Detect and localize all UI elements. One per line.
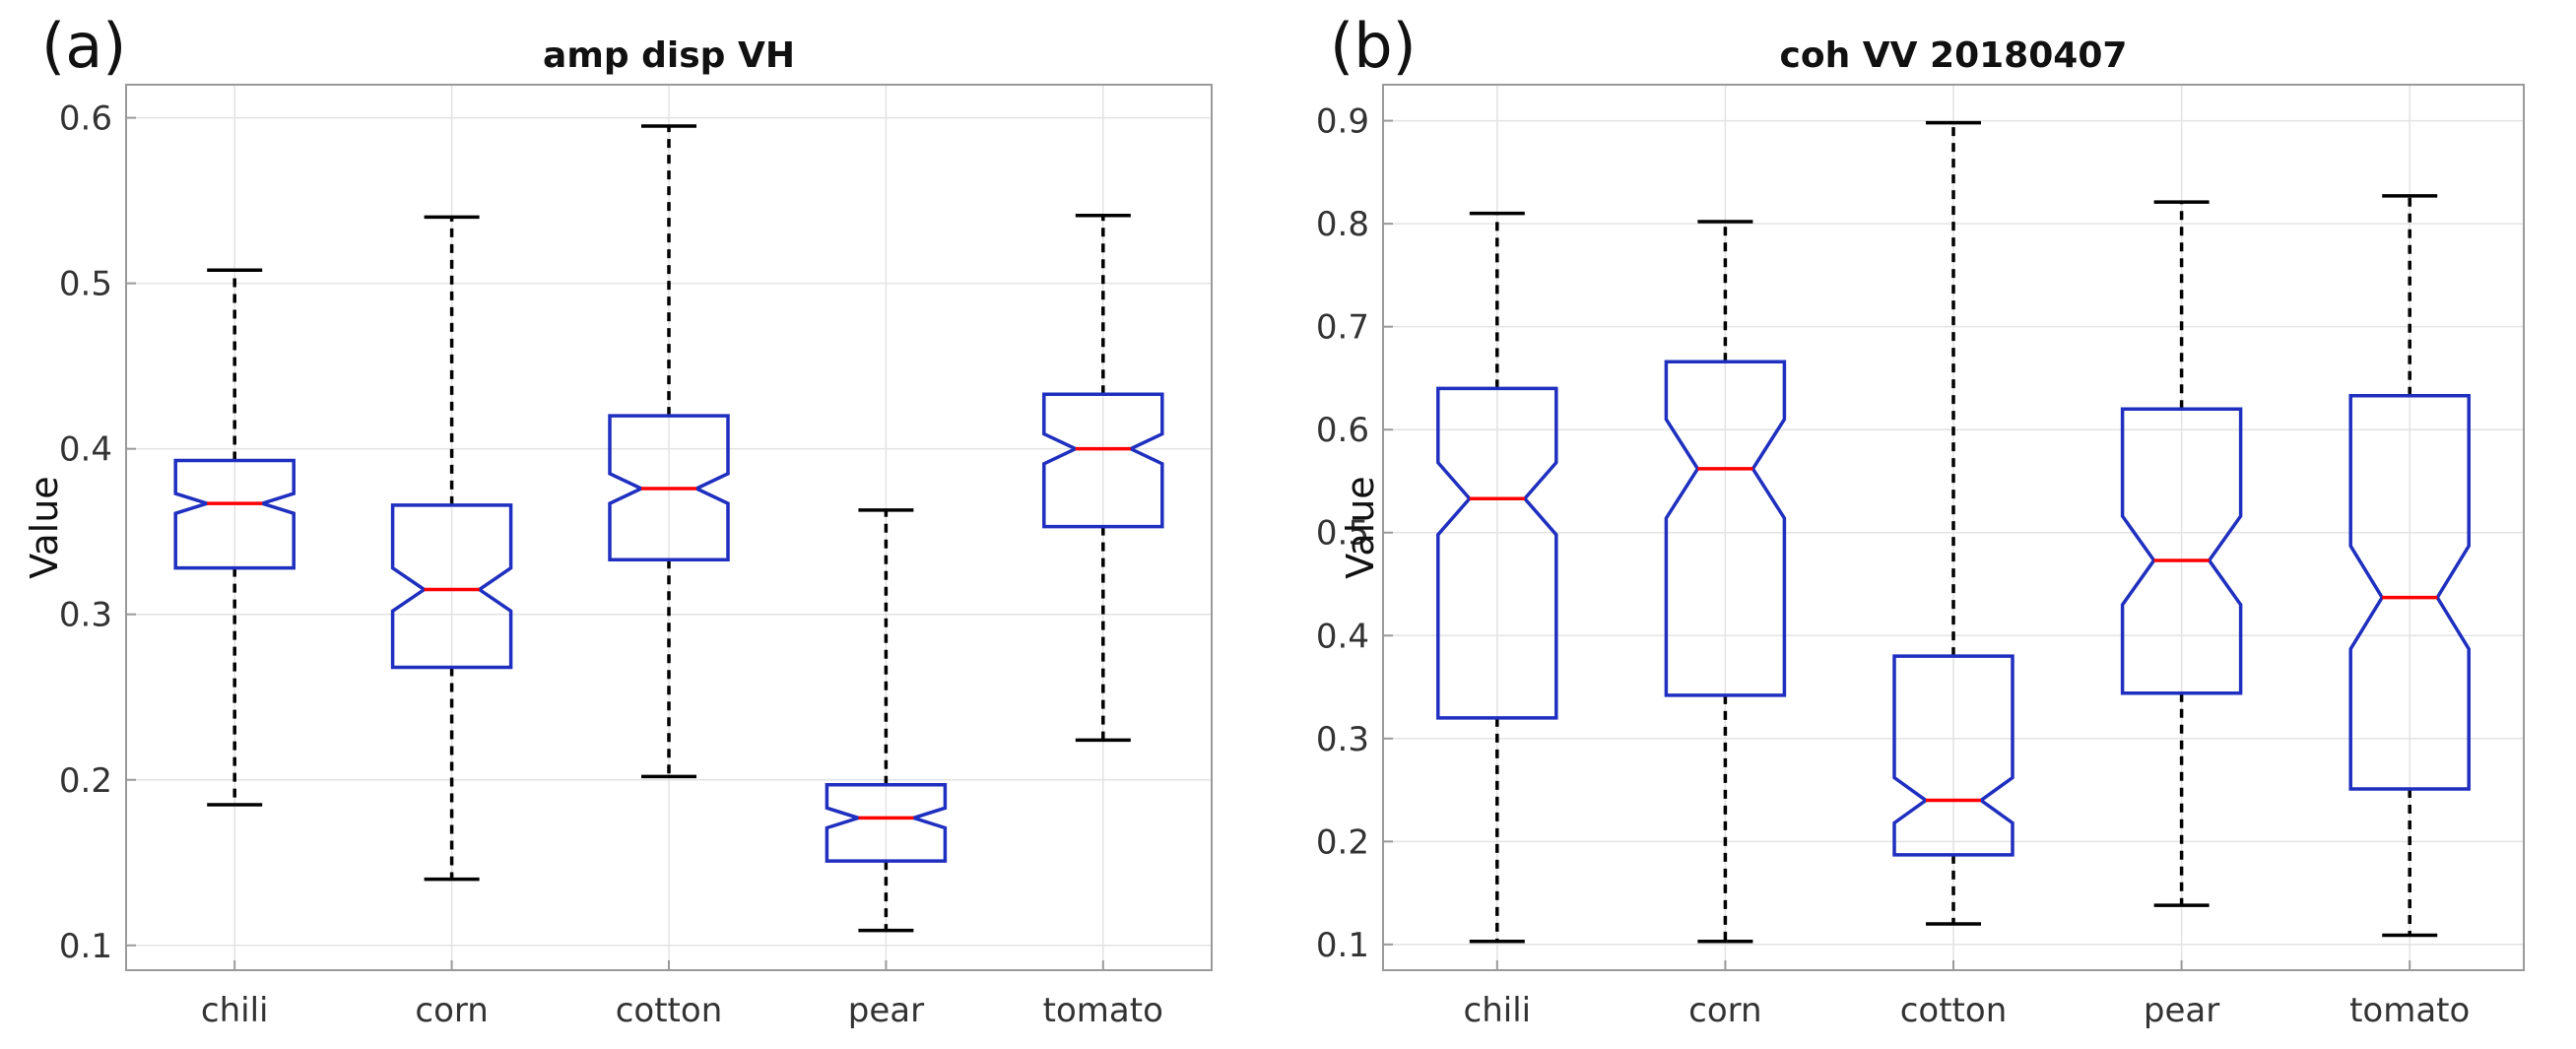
iqr-box bbox=[390, 503, 513, 670]
y-tick-label: 0.8 bbox=[1316, 205, 1369, 244]
x-tick-label: tomato bbox=[1043, 991, 1163, 1030]
y-axis-label: Value bbox=[23, 476, 66, 578]
iqr-box bbox=[173, 458, 296, 570]
x-tick-label: tomato bbox=[2349, 991, 2470, 1030]
y-tick-label: 0.2 bbox=[1316, 822, 1369, 862]
panel-label: (a) bbox=[41, 10, 126, 82]
box-corn bbox=[1664, 220, 1787, 944]
y-tick-label: 0.1 bbox=[1316, 926, 1369, 965]
x-tick-label: pear bbox=[2144, 991, 2219, 1030]
box-corn bbox=[390, 215, 513, 882]
y-tick-label: 0.6 bbox=[59, 99, 112, 139]
iqr-box bbox=[825, 783, 948, 863]
box-tomato bbox=[1042, 213, 1164, 743]
x-tick-label: chili bbox=[1464, 991, 1532, 1030]
y-tick-label: 0.1 bbox=[59, 927, 112, 966]
iqr-box bbox=[2348, 393, 2471, 791]
y-tick-label: 0.9 bbox=[1316, 102, 1369, 142]
panel-b: 0.1 0.2 0.3 0.4 0.5 0.6 0.7 0.8 0.9 chili corn cott… bbox=[1316, 10, 2525, 1030]
y-tick-label: 0.3 bbox=[59, 596, 112, 635]
y-axis-label: Value bbox=[1339, 476, 1382, 578]
iqr-box bbox=[1042, 392, 1164, 529]
y-tick-label: 0.7 bbox=[1316, 308, 1369, 348]
box-chili bbox=[173, 268, 296, 807]
chart-title: amp disp VH bbox=[543, 35, 795, 76]
y-tick-label: 0.6 bbox=[1316, 411, 1369, 450]
x-tick-label: corn bbox=[1688, 991, 1761, 1030]
y-tick-label: 0.4 bbox=[59, 430, 112, 470]
y-tick-label: 0.2 bbox=[59, 761, 112, 801]
iqr-box bbox=[1892, 654, 2015, 857]
chart-title: coh VV 20180407 bbox=[1780, 35, 2128, 76]
box-pear bbox=[825, 508, 948, 933]
y-tick-label: 0.3 bbox=[1316, 720, 1369, 759]
x-tick-label: pear bbox=[848, 991, 924, 1030]
box-cotton bbox=[1892, 120, 2015, 926]
box-cotton bbox=[608, 124, 730, 779]
panel-a: 0.1 0.2 0.3 0.4 0.5 0.6 chili corn cotton pear tom… bbox=[23, 10, 1213, 1030]
iqr-box bbox=[2120, 407, 2243, 695]
iqr-box bbox=[1436, 386, 1558, 720]
iqr-box bbox=[608, 414, 730, 562]
panel-label: (b) bbox=[1330, 10, 1417, 82]
x-tick-label: corn bbox=[415, 991, 488, 1030]
y-tick-label: 0.5 bbox=[59, 265, 112, 304]
y-tick-label: 0.5 bbox=[1316, 514, 1369, 554]
y-tick-label: 0.4 bbox=[1316, 617, 1369, 656]
box-pear bbox=[2120, 200, 2243, 907]
x-tick-label: chili bbox=[201, 991, 269, 1030]
x-tick-label: cotton bbox=[1900, 991, 2008, 1030]
box-chili bbox=[1436, 211, 1558, 944]
iqr-box bbox=[1664, 360, 1787, 697]
x-tick-label: cotton bbox=[616, 991, 723, 1030]
box-tomato bbox=[2348, 194, 2471, 938]
